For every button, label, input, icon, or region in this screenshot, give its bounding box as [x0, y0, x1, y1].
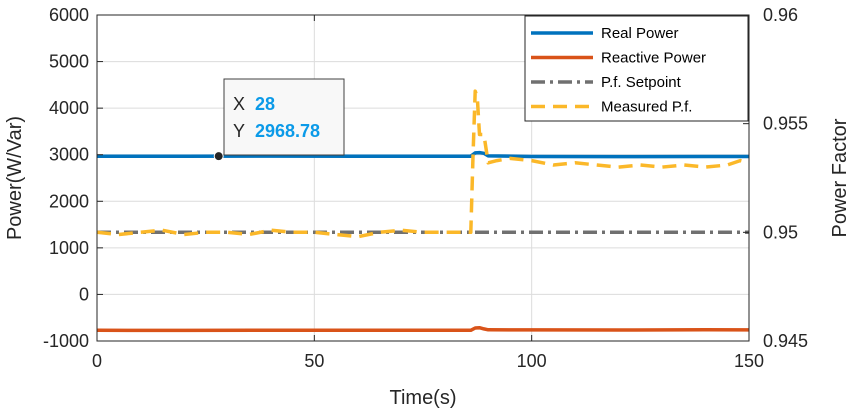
series-layer: [97, 89, 749, 333]
y-left-tick-label: 2000: [49, 191, 89, 211]
datatip[interactable]: X 28 Y 2968.78: [213, 78, 345, 162]
y-left-tick-label: 3000: [49, 145, 89, 165]
legend-label: Reactive Power: [601, 50, 706, 67]
x-axis: 0 50 100 150: [92, 15, 764, 371]
legend-label: Real Power: [601, 25, 679, 42]
x-tick-label: 150: [734, 351, 764, 371]
y-axis-right: 0.945 0.95 0.955 0.96: [743, 5, 808, 351]
y-right-tick-label: 0.95: [763, 222, 798, 242]
legend-label: P.f. Setpoint: [601, 74, 682, 91]
y-right-tick-label: 0.96: [763, 5, 798, 25]
y-right-tick-label: 0.945: [763, 331, 808, 351]
y-axis-right-title: Power Factor: [829, 118, 850, 237]
series-reactive-power[interactable]: [97, 325, 749, 333]
legend[interactable]: Real Power Reactive Power P.f. Setpoint Mea…: [524, 15, 749, 122]
datatip-marker: [213, 151, 224, 162]
y-left-tick-label: 0: [79, 284, 89, 304]
datatip-y-label: Y: [233, 121, 245, 141]
series-real-power[interactable]: [97, 150, 749, 159]
datatip-box: [223, 78, 345, 156]
y-left-tick-label: 1000: [49, 238, 89, 258]
x-tick-label: 0: [92, 351, 102, 371]
legend-box: [524, 15, 749, 122]
y-right-tick-label: 0.955: [763, 114, 808, 134]
x-axis-title: Time(s): [389, 387, 456, 409]
datatip-y-value: 2968.78: [255, 121, 320, 141]
y-axis-left-title: Power(W/Var): [4, 116, 26, 240]
y-axis-left: -1000 0 1000 2000 3000 4000 5000 6000: [43, 5, 103, 351]
plot-frame: [96, 14, 750, 342]
x-tick-label: 100: [517, 351, 547, 371]
y-left-tick-label: 4000: [49, 98, 89, 118]
datatip-x-label: X: [233, 94, 245, 114]
y-left-tick-label: 5000: [49, 52, 89, 72]
y-left-tick-label: 6000: [49, 5, 89, 25]
y-left-tick-label: -1000: [43, 331, 89, 351]
series-measured-p-f[interactable]: [97, 89, 749, 239]
legend-label: Measured P.f.: [601, 99, 692, 116]
x-tick-label: 50: [304, 351, 324, 371]
datatip-x-value: 28: [255, 94, 275, 114]
